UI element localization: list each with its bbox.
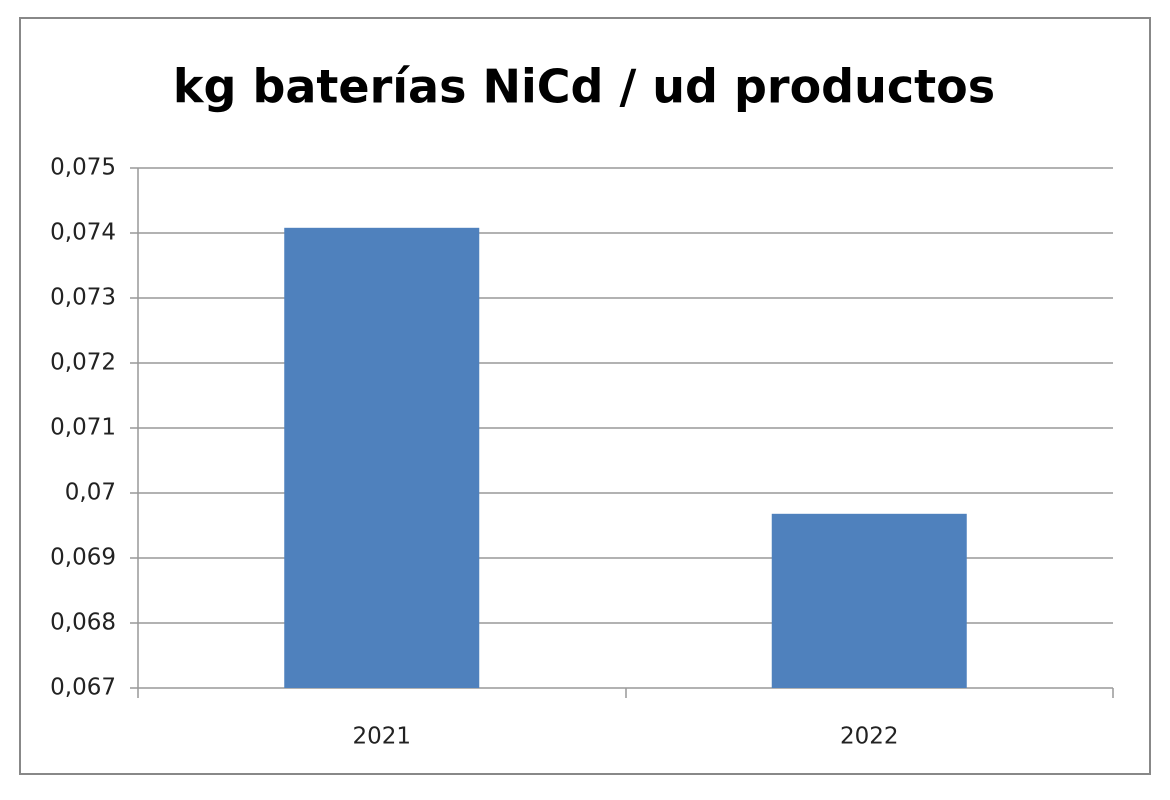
chart-title: kg baterías NiCd / ud productos: [173, 60, 995, 114]
y-tick-label: 0,075: [50, 155, 116, 181]
y-tick-label: 0,069: [50, 545, 116, 571]
x-tick-label: 2022: [840, 724, 899, 750]
y-tick-label: 0,068: [50, 610, 116, 636]
chart-frame: [19, 17, 1151, 775]
y-tick-label: 0,073: [50, 285, 116, 311]
y-tick-label: 0,074: [50, 220, 116, 246]
y-tick-label: 0,07: [65, 480, 116, 506]
y-tick-label: 0,067: [50, 675, 116, 701]
y-tick-label: 0,071: [50, 415, 116, 441]
y-tick-label: 0,072: [50, 350, 116, 376]
bar: [284, 227, 480, 689]
bar: [771, 513, 967, 688]
x-tick-label: 2021: [352, 724, 411, 750]
